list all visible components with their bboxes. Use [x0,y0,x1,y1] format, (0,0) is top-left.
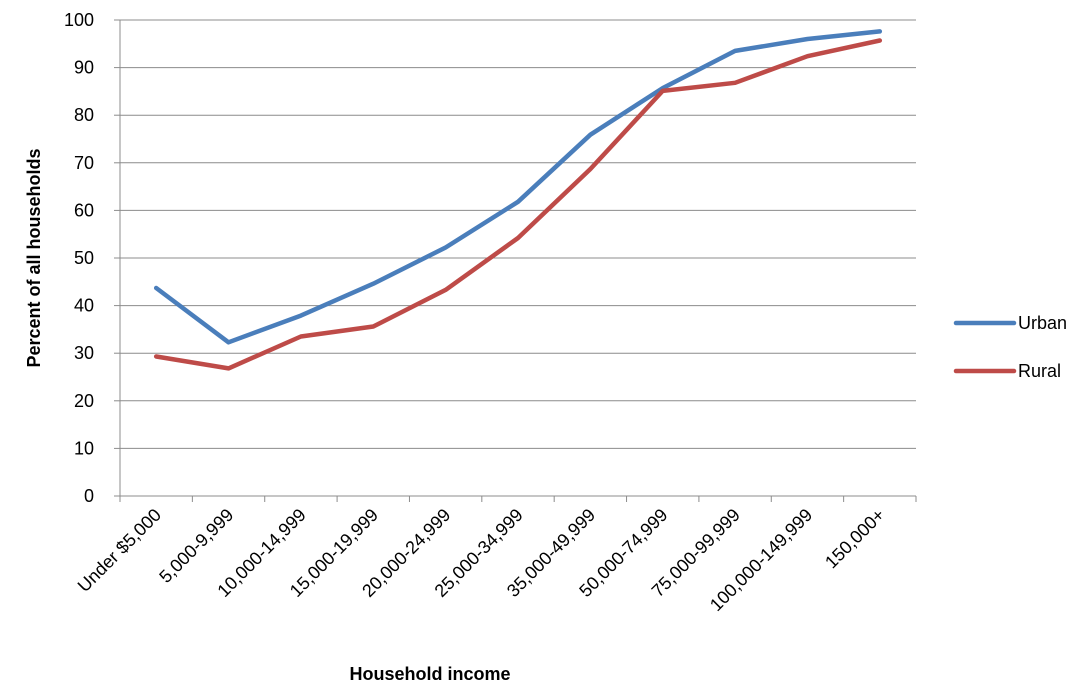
x-axis-title: Household income [349,664,510,684]
y-tick-label: 70 [74,153,94,173]
legend-label-urban: Urban [1018,313,1067,333]
x-tick-label: 150,000+ [821,505,889,573]
y-tick-labels: 0 10 20 30 40 50 60 70 80 90 100 [64,10,94,506]
y-tick-label: 40 [74,296,94,316]
series-line-urban [153,29,883,345]
gridlines [120,19,916,449]
y-tick-label: 80 [74,105,94,125]
legend: Urban Rural [953,313,1067,381]
y-tick-label: 100 [64,10,94,30]
y-tick-label: 30 [74,343,94,363]
legend-label-rural: Rural [1018,361,1061,381]
y-tick-label: 60 [74,200,94,220]
y-tick-label: 0 [84,486,94,506]
y-tick-label: 10 [74,438,94,458]
y-tick-label: 50 [74,248,94,268]
y-tick-label: 90 [74,58,94,78]
series-lines [153,29,883,371]
x-tick-labels: Under $5,0005,000-9,99910,000-14,99915,0… [74,505,889,615]
y-axis-title: Percent of all households [24,148,44,367]
y-tick-label: 20 [74,391,94,411]
x-tick-label: Under $5,000 [74,505,165,596]
axes [114,19,917,502]
series-line-rural [153,38,883,371]
